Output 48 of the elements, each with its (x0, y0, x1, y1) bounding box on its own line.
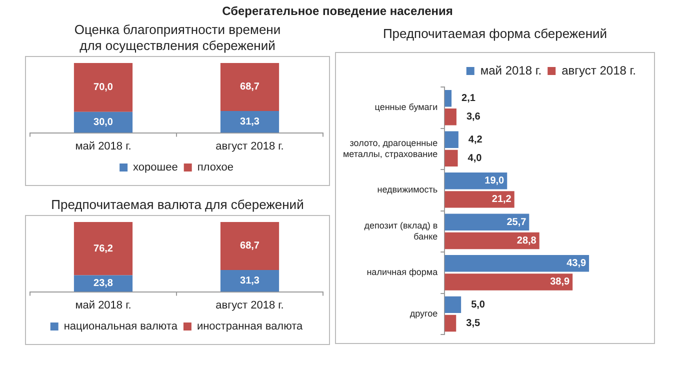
legend-label: плохое (197, 162, 234, 174)
data-label: 25,7 (506, 216, 527, 228)
y-tick-label: недвижимость (377, 184, 438, 195)
data-label: 4,0 (468, 152, 482, 164)
data-label: 4,2 (468, 134, 483, 146)
bar (444, 131, 458, 148)
bar (444, 90, 452, 107)
chart-title: Предпочитаемая валюта для сбережений (50, 197, 305, 214)
data-label: 21,2 (492, 194, 512, 206)
data-label: 23,8 (94, 278, 114, 290)
bar (444, 214, 530, 231)
data-label: 68,7 (240, 82, 260, 93)
data-label: 3,5 (466, 318, 480, 329)
y-tick-label: ценные бумаги (374, 102, 438, 112)
legend-label: август 2018 г. (562, 63, 636, 78)
legend-label: национальная валюта (64, 320, 178, 333)
data-label: 30,0 (94, 117, 114, 128)
legend-label: хорошее (133, 162, 178, 174)
bar (444, 108, 456, 126)
bar (444, 274, 573, 290)
legend-label: иностранная валюта (196, 320, 304, 333)
y-tick-label: депозит (вклад) в банке (364, 220, 438, 242)
data-label: 76,2 (94, 243, 114, 254)
data-label: 38,9 (550, 276, 570, 288)
data-label: 19,0 (484, 176, 505, 187)
data-label: 5,0 (471, 299, 486, 310)
data-label: 3,6 (466, 112, 481, 123)
data-label: 31,3 (240, 116, 260, 128)
bar (444, 191, 514, 208)
chart-title: Оценка благоприятности времени для осуществления сбережений (73, 22, 282, 55)
y-tick-label: другое (410, 308, 438, 318)
y-tick-label: наличная форма (366, 267, 438, 278)
text: Сберегательное поведение населения (221, 4, 454, 18)
data-label: 70,0 (94, 82, 114, 94)
data-label: 31,3 (240, 276, 260, 287)
bar (444, 296, 462, 314)
legend-label: май 2018 г. (480, 63, 542, 78)
chart-title: Предпочитаемая форма сбережений (382, 26, 608, 43)
bar (444, 172, 508, 190)
data-label: 28,8 (516, 235, 537, 246)
data-label: 2,1 (462, 93, 476, 104)
data-label: 68,7 (240, 240, 260, 252)
bar (444, 232, 540, 250)
bar (444, 255, 590, 272)
bar (444, 150, 458, 167)
bar (444, 314, 456, 332)
data-label: 43,9 (566, 258, 586, 270)
y-tick-label: золото, драгоценные металлы, страхование (342, 138, 438, 159)
